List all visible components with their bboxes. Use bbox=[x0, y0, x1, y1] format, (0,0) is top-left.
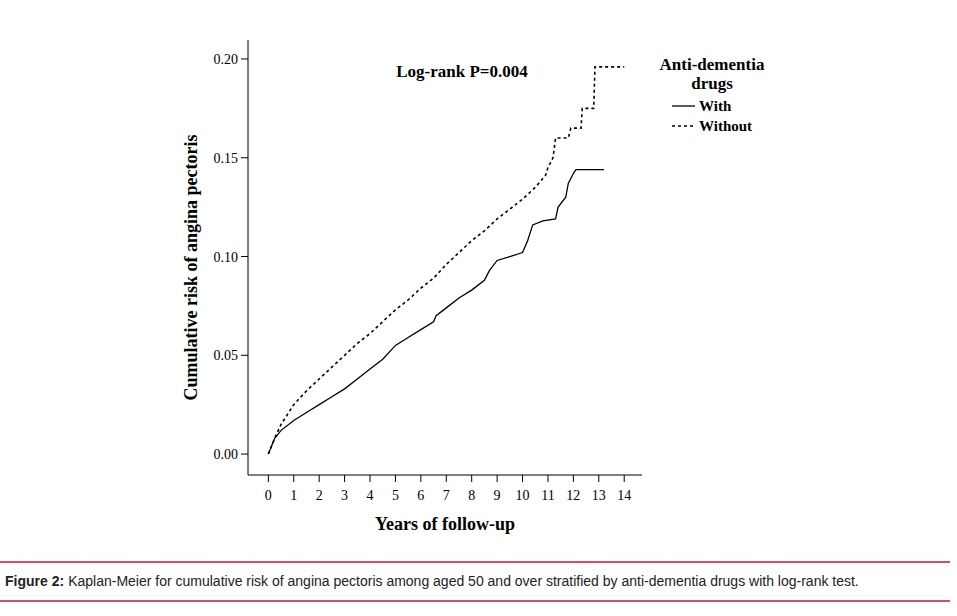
legend-swatch bbox=[672, 105, 695, 106]
x-tick bbox=[497, 475, 498, 482]
x-tick-label: 11 bbox=[541, 488, 554, 503]
x-tick-label: 7 bbox=[443, 488, 450, 503]
x-tick-label: 14 bbox=[617, 488, 631, 503]
legend-label: With bbox=[699, 98, 732, 114]
x-tick-label: 2 bbox=[316, 488, 323, 503]
annotation: Log-rank P=0.004 bbox=[396, 62, 528, 81]
legend-title-line: drugs bbox=[691, 74, 733, 93]
x-tick-label: 13 bbox=[592, 488, 606, 503]
km-curve bbox=[268, 170, 604, 454]
x-tick-label: 0 bbox=[265, 488, 272, 503]
x-tick-label: 3 bbox=[341, 488, 348, 503]
x-tick bbox=[395, 475, 396, 482]
x-tick-label: 4 bbox=[367, 488, 374, 503]
x-tick bbox=[624, 475, 625, 482]
y-axis-label: Cumulative risk of angina pectoris bbox=[181, 134, 201, 400]
plot-area bbox=[268, 67, 624, 454]
y-tick bbox=[241, 355, 248, 356]
legend-label: Without bbox=[699, 118, 752, 134]
y-tick-label: 0.20 bbox=[214, 52, 239, 67]
x-tick-label: 10 bbox=[516, 488, 530, 503]
x-tick-label: 5 bbox=[392, 488, 399, 503]
x-tick bbox=[268, 475, 269, 482]
x-tick-label: 9 bbox=[494, 488, 501, 503]
x-tick bbox=[573, 475, 574, 482]
x-tick bbox=[319, 475, 320, 482]
x-tick bbox=[344, 475, 345, 482]
caption-label: Figure 2: bbox=[5, 573, 64, 589]
x-tick-label: 8 bbox=[468, 488, 475, 503]
y-tick-label: 0.15 bbox=[214, 151, 239, 166]
legend-title: Anti-dementiadrugs bbox=[660, 55, 765, 93]
km-curve bbox=[268, 67, 624, 454]
caption: Figure 2:Kaplan-Meier for cumulative ris… bbox=[5, 573, 859, 589]
y-tick-label: 0.05 bbox=[214, 348, 239, 363]
y-tick bbox=[241, 256, 248, 257]
x-tick bbox=[293, 475, 294, 482]
x-axis bbox=[248, 475, 642, 476]
x-tick-label: 1 bbox=[290, 488, 297, 503]
legend-title-line: Anti-dementia bbox=[660, 55, 765, 74]
caption-rule bbox=[0, 600, 950, 602]
x-tick bbox=[420, 475, 421, 482]
y-tick bbox=[241, 454, 248, 455]
x-tick bbox=[598, 475, 599, 482]
x-tick-label: 6 bbox=[417, 488, 424, 503]
caption-rule bbox=[0, 561, 950, 563]
x-tick bbox=[446, 475, 447, 482]
y-tick bbox=[241, 58, 248, 59]
x-tick-label: 12 bbox=[566, 488, 580, 503]
y-tick-label: 0.10 bbox=[214, 250, 239, 265]
x-tick bbox=[522, 475, 523, 482]
x-tick bbox=[370, 475, 371, 482]
x-tick bbox=[547, 475, 548, 482]
x-tick bbox=[471, 475, 472, 482]
chart: 0.200.150.100.050.0001234567891011121314… bbox=[0, 0, 957, 616]
x-axis-label: Years of follow-up bbox=[375, 514, 515, 534]
caption-text: Kaplan-Meier for cumulative risk of angi… bbox=[68, 573, 859, 589]
y-tick-label: 0.00 bbox=[214, 447, 239, 462]
y-tick bbox=[241, 157, 248, 158]
legend-swatch bbox=[672, 125, 695, 126]
y-axis bbox=[248, 40, 249, 475]
